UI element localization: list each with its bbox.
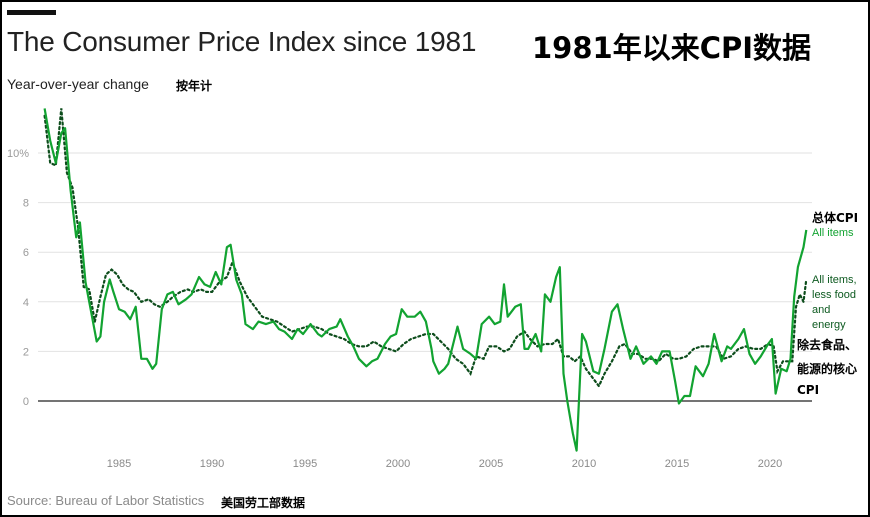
source-note-chinese: 美国劳工部数据 bbox=[221, 496, 306, 510]
chart-subtitle-chinese: 按年计 bbox=[176, 79, 213, 93]
x-tick-label: 2020 bbox=[758, 458, 782, 470]
all-items-label: All items bbox=[812, 227, 854, 239]
x-tick-label: 1995 bbox=[293, 458, 317, 470]
core-label-chinese-3: CPI bbox=[797, 383, 820, 397]
x-tick-label: 2015 bbox=[665, 458, 689, 470]
x-tick-label: 1990 bbox=[200, 458, 224, 470]
grid-lines bbox=[38, 152, 812, 402]
core-label-line: less food bbox=[812, 289, 857, 301]
core-cpi-line bbox=[43, 108, 808, 389]
y-tick-label: 10% bbox=[7, 148, 29, 160]
chart-title: The Consumer Price Index since 1981 bbox=[7, 26, 477, 57]
y-tick-label: 0 bbox=[23, 396, 29, 408]
core-label-line: and bbox=[812, 304, 831, 316]
x-axis-ticks: 1985 1990 1995 2000 2005 2010 2015 2020 bbox=[107, 458, 782, 470]
chart-title-chinese: 1981年以来CPI数据 bbox=[532, 31, 812, 65]
core-label-chinese-1: 除去食品、 bbox=[797, 338, 858, 352]
y-tick-label: 2 bbox=[23, 346, 29, 358]
x-tick-label: 2010 bbox=[572, 458, 596, 470]
chart-subtitle: Year-over-year change bbox=[7, 76, 149, 92]
core-label-line: energy bbox=[812, 319, 846, 331]
y-tick-label: 4 bbox=[23, 297, 29, 309]
core-label-line: All items, bbox=[812, 274, 857, 286]
core-label-chinese-2: 能源的核心 bbox=[797, 362, 858, 376]
y-tick-label: 6 bbox=[23, 247, 29, 259]
y-axis-ticks: 0 2 4 6 8 10% bbox=[7, 148, 29, 408]
x-tick-label: 2005 bbox=[479, 458, 503, 470]
y-tick-label: 8 bbox=[23, 198, 29, 210]
x-tick-label: 1985 bbox=[107, 458, 131, 470]
source-note: Source: Bureau of Labor Statistics bbox=[7, 493, 205, 508]
core-label: All items, less food and energy bbox=[812, 273, 857, 333]
all-items-cpi-line bbox=[43, 108, 808, 452]
x-tick-label: 2000 bbox=[386, 458, 410, 470]
all-items-label-chinese: 总体CPI bbox=[812, 211, 859, 225]
accent-bar bbox=[7, 10, 56, 15]
